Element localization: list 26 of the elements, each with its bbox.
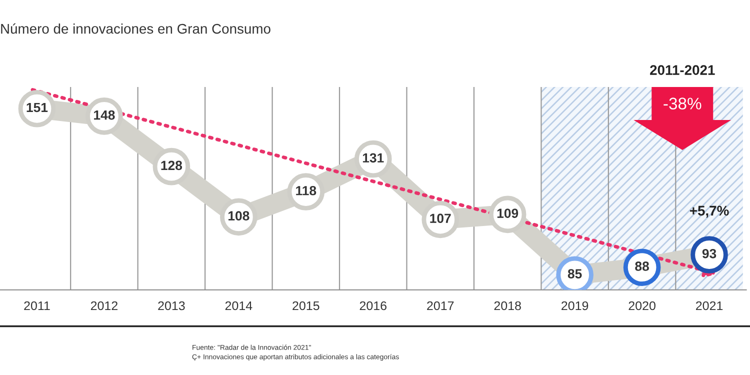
data-label: 88: [635, 262, 649, 271]
x-tick-label: 2013: [158, 301, 185, 310]
data-label: 107: [430, 214, 451, 224]
x-tick-label: 2020: [628, 301, 656, 310]
x-tick-label: 2012: [90, 301, 118, 310]
data-label: 151: [26, 102, 48, 112]
annotation: +5,7%: [690, 206, 729, 218]
data-label: 93: [702, 248, 716, 258]
data-label: 108: [228, 211, 250, 220]
x-tick-label: 2017: [427, 301, 454, 310]
data-label: 128: [161, 160, 182, 170]
data-label: 118: [296, 186, 316, 196]
data-label: 148: [94, 110, 115, 120]
x-tick-label: 2019: [562, 301, 588, 310]
x-tick-label: 2018: [494, 301, 521, 310]
data-label: 131: [362, 153, 384, 163]
x-tick-label: 2011: [24, 301, 50, 310]
annotation: -38%: [664, 98, 702, 110]
chart-title: Número de innovaciones en Gran Consumo: [1, 23, 270, 34]
text: 2011-2021: [650, 65, 715, 75]
data-label: 109: [497, 208, 518, 218]
x-tick-label: 2015: [292, 301, 320, 310]
x-tick-label: 2021: [696, 301, 723, 310]
data-label: 85: [568, 269, 582, 278]
x-tick-label: 2016: [360, 301, 386, 310]
x-tick-label: 2014: [225, 301, 252, 310]
